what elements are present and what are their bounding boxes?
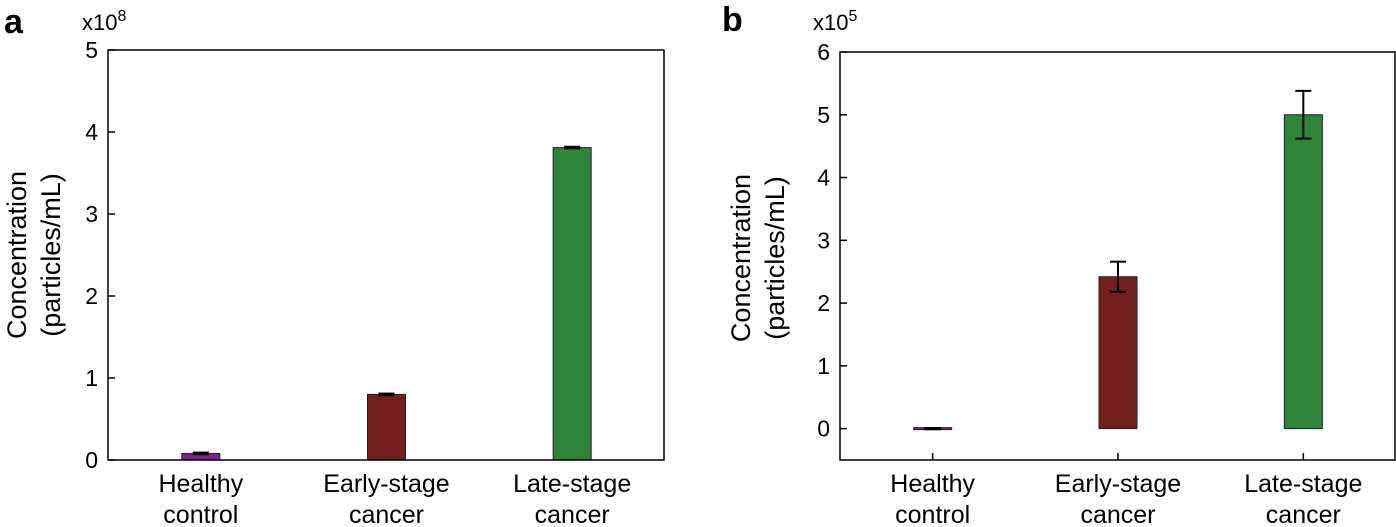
x-category-label-line-2: cancer [535,501,610,527]
scale-base: x10 [82,10,117,35]
y-tick-label: 5 [85,37,98,63]
y-tick-label: 4 [85,119,98,145]
y-tick-label: 0 [85,447,98,473]
x-category-label-line-2: control [163,501,238,527]
y-tick-label: 1 [817,353,830,379]
y-axis-label-line-2: (particles/mL) [36,173,66,337]
bar [1098,276,1138,430]
x-category-label-line-1: Healthy [890,470,975,498]
y-tick-label: 2 [85,283,98,309]
y-axis-label-line-1: Concentration [2,171,32,339]
x-category-label-line-2: cancer [1080,501,1155,527]
y-tick-label: 1 [85,365,98,391]
y-tick-label: 3 [85,201,98,227]
panel-label: b [722,1,743,39]
x-category-label-line-2: control [895,501,970,527]
scale-exponent: 8 [117,8,126,25]
y-axis-label-line-2: (particles/mL) [760,176,790,340]
bar [367,393,406,461]
y-axis-label-line-1: Concentration [726,174,756,342]
panel-label: a [4,3,24,41]
chart-panel-a: a x108 Concentration (particles/mL) 0 1 2 3 4 5 He… [2,3,665,527]
y-tick-label: 0 [817,416,830,442]
x-category-label-line-1: Healthy [158,470,243,498]
x-category-label-line-1: Late-stage [513,470,631,498]
y-tick-label: 2 [817,290,830,316]
y-tick-label: 3 [817,227,830,253]
scale-base: x10 [813,10,848,35]
scale-label: x108 [82,8,126,35]
scale-label: x105 [813,8,857,35]
x-category-label-line-1: Early-stage [1055,470,1181,498]
scale-exponent: 5 [848,8,857,25]
plot-frame [107,49,665,461]
y-tick-label: 5 [817,102,830,128]
x-category-label-line-2: cancer [349,501,424,527]
plot-frame [839,51,1396,461]
x-category-label-line-1: Early-stage [323,470,449,498]
bar [1283,114,1323,430]
x-category-label-line-1: Late-stage [1244,470,1362,498]
x-category-label-line-2: cancer [1266,501,1341,527]
y-tick-label: 4 [817,165,830,191]
bar [552,147,592,461]
y-tick-label: 6 [817,39,830,65]
